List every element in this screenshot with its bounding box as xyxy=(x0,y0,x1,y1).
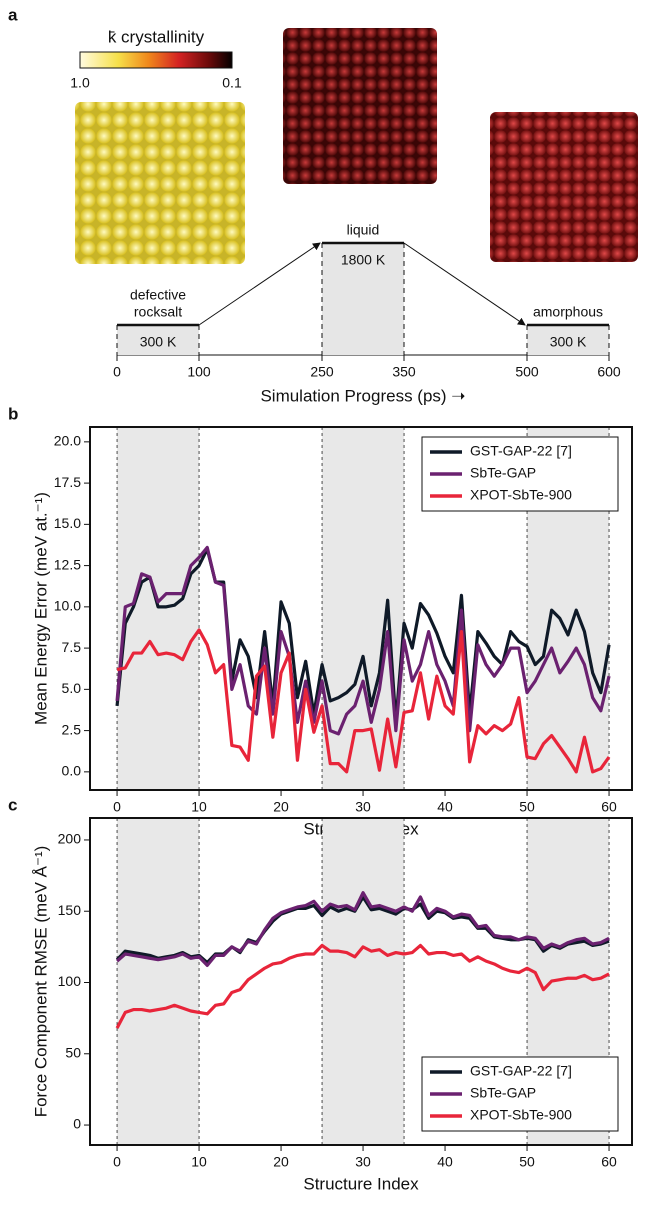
y-axis-label: Mean Energy Error (meV at.⁻¹) xyxy=(31,492,50,725)
legend-label: GST-GAP-22 [7] xyxy=(470,1063,572,1079)
legend-label: SbTe-GAP xyxy=(470,1085,536,1101)
x-tick-label: 50 xyxy=(519,1154,535,1170)
x-tick-label: 20 xyxy=(273,799,289,815)
legend-label: GST-GAP-22 [7] xyxy=(470,443,572,459)
page: {"chart_data": [ {"type": "timeline", "p… xyxy=(0,0,645,1219)
x-tick-label: 30 xyxy=(355,799,371,815)
y-tick-label: 50 xyxy=(65,1044,81,1060)
panel-label: a xyxy=(8,5,18,24)
x-tick-label: 60 xyxy=(601,799,617,815)
x-tick-label: 60 xyxy=(601,1154,617,1170)
legend-label: XPOT-SbTe-900 xyxy=(470,1107,572,1123)
y-axis-label: Force Component RMSE (meV Å⁻¹) xyxy=(31,846,50,1118)
y-tick-label: 5.0 xyxy=(62,680,82,696)
y-tick-label: 200 xyxy=(58,831,82,847)
figure: a k̄ crystallinity 1.0 0.1 300 K defectiveroc… xyxy=(0,0,645,1219)
y-tick-label: 12.5 xyxy=(54,556,81,572)
x-tick-label: 10 xyxy=(191,799,207,815)
y-tick-label: 15.0 xyxy=(54,515,81,531)
x-tick-label: 350 xyxy=(392,364,416,380)
x-tick-label: 50 xyxy=(519,799,535,815)
colorbar-label: k̄ crystallinity xyxy=(108,27,205,46)
colorbar-tick-label: 0.1 xyxy=(222,75,242,91)
y-tick-label: 0 xyxy=(73,1116,81,1132)
phase-temperature: 1800 K xyxy=(341,252,386,268)
y-tick-label: 17.5 xyxy=(54,474,81,490)
x-tick-label: 500 xyxy=(515,364,539,380)
y-tick-label: 0.0 xyxy=(62,763,82,779)
colorbar xyxy=(80,52,232,68)
x-axis-label: Structure Index xyxy=(303,1174,419,1193)
phase-temperature: 300 K xyxy=(140,334,177,350)
shaded-range xyxy=(117,818,199,1145)
phase-name: liquid xyxy=(347,222,380,238)
x-axis-label: Simulation Progress (ps) ➝ xyxy=(260,386,465,405)
phase-temperature: 300 K xyxy=(550,334,587,350)
y-tick-label: 10.0 xyxy=(54,598,81,614)
amorphous-render xyxy=(490,112,638,262)
x-tick-label: 20 xyxy=(273,1154,289,1170)
x-tick-label: 30 xyxy=(355,1154,371,1170)
y-tick-label: 150 xyxy=(58,902,82,918)
y-tick-label: 100 xyxy=(58,973,82,989)
panel-label: b xyxy=(8,404,18,423)
y-tick-label: 2.5 xyxy=(62,721,82,737)
shaded-range xyxy=(117,427,199,790)
legend-label: XPOT-SbTe-900 xyxy=(470,487,572,503)
liquid-render xyxy=(283,28,437,184)
colorbar-tick-label: 1.0 xyxy=(70,75,90,91)
x-tick-label: 40 xyxy=(437,1154,453,1170)
x-tick-label: 10 xyxy=(191,1154,207,1170)
x-tick-label: 0 xyxy=(113,364,121,380)
shaded-range xyxy=(322,818,404,1145)
y-tick-label: 7.5 xyxy=(62,639,82,655)
x-tick-label: 250 xyxy=(310,364,334,380)
legend-label: SbTe-GAP xyxy=(470,465,536,481)
x-tick-label: 0 xyxy=(113,799,121,815)
panel-label: c xyxy=(8,795,17,814)
x-tick-label: 0 xyxy=(113,1154,121,1170)
x-tick-label: 40 xyxy=(437,799,453,815)
rocksalt-render xyxy=(75,102,245,264)
x-tick-label: 100 xyxy=(187,364,211,380)
y-tick-label: 20.0 xyxy=(54,433,81,449)
phase-name: amorphous xyxy=(533,304,603,320)
x-tick-label: 600 xyxy=(597,364,621,380)
phase-name: defective xyxy=(130,287,186,303)
phase-name: rocksalt xyxy=(134,304,182,320)
